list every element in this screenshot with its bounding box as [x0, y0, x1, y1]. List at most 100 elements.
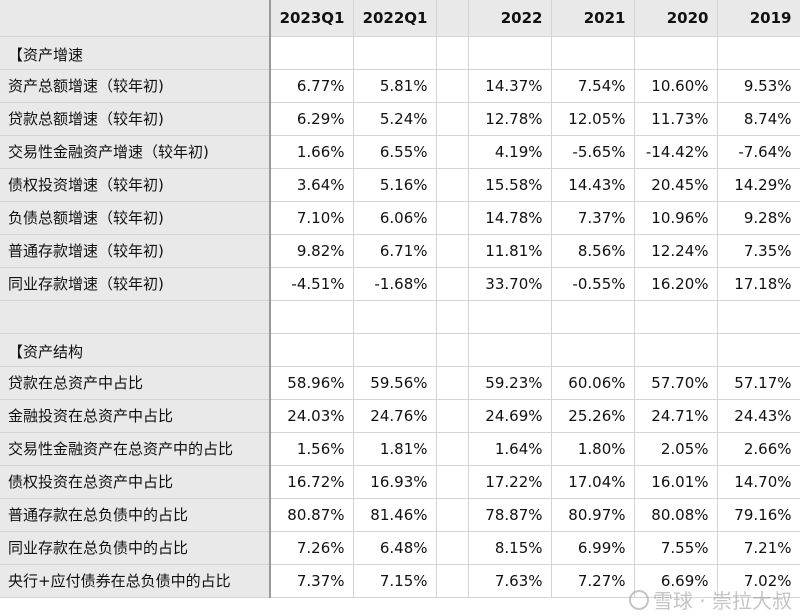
table-cell: 6.48%	[353, 531, 437, 565]
table-cell: 10.96%	[634, 201, 718, 235]
row-label: 同业存款增速（较年初)	[0, 267, 271, 301]
header-gap-cell	[436, 0, 469, 37]
table-cell: 15.58%	[468, 168, 552, 202]
table-cell	[353, 36, 437, 70]
column-header: 2022	[468, 0, 552, 37]
table-cell: 1.56%	[270, 432, 354, 466]
table-cell: 14.37%	[468, 69, 552, 103]
table-cell	[551, 36, 635, 70]
table-cell: -7.64%	[717, 135, 800, 169]
column-header: 2022Q1	[353, 0, 437, 37]
table-row: 交易性金融资产在总资产中的占比 1.56% 1.81% 1.64% 1.80% 2.05%…	[0, 432, 800, 466]
table-cell: 7.37%	[270, 564, 354, 598]
row-label: 贷款总额增速（较年初)	[0, 102, 271, 136]
table-cell: -1.68%	[353, 267, 437, 301]
table-cell: 16.01%	[634, 465, 718, 499]
table-cell	[436, 531, 469, 565]
table-row	[0, 300, 800, 334]
table-cell: 5.81%	[353, 69, 437, 103]
table-cell: 24.71%	[634, 399, 718, 433]
table-cell: 10.60%	[634, 69, 718, 103]
table-cell	[436, 201, 469, 235]
table-cell: 6.77%	[270, 69, 354, 103]
table-cell: 5.16%	[353, 168, 437, 202]
table-cell	[436, 366, 469, 400]
table-row: 债权投资增速（较年初) 3.64% 5.16% 15.58% 14.43% 20.45% 1…	[0, 168, 800, 202]
table-row: 金融投资在总资产中占比 24.03% 24.76% 24.69% 25.26% 24.71…	[0, 399, 800, 433]
table-cell: 6.71%	[353, 234, 437, 268]
table-row: 债权投资在总资产中占比 16.72% 16.93% 17.22% 17.04% 16.01…	[0, 465, 800, 499]
table-cell: 33.70%	[468, 267, 552, 301]
table-cell: 17.04%	[551, 465, 635, 499]
table-cell	[634, 300, 718, 334]
table-cell	[436, 102, 469, 136]
table-cell: 7.15%	[353, 564, 437, 598]
row-label: 交易性金融资产增速（较年初)	[0, 135, 271, 169]
table-cell: 4.19%	[468, 135, 552, 169]
table-cell	[436, 234, 469, 268]
table-cell	[551, 333, 635, 367]
table-cell	[436, 168, 469, 202]
table-cell: 8.15%	[468, 531, 552, 565]
table-cell	[436, 564, 469, 598]
table-cell: 17.18%	[717, 267, 800, 301]
table-cell	[353, 300, 437, 334]
table-cell: 16.93%	[353, 465, 437, 499]
table-cell: 59.23%	[468, 366, 552, 400]
table-cell	[551, 300, 635, 334]
table-cell: 7.63%	[468, 564, 552, 598]
table-cell	[634, 36, 718, 70]
table-cell: 16.20%	[634, 267, 718, 301]
table-cell	[468, 36, 552, 70]
header-row: 2023Q1 2022Q1 2022 2021 2020 2019	[0, 0, 800, 37]
table-cell: 1.64%	[468, 432, 552, 466]
table-row: 同业存款在总负债中的占比 7.26% 6.48% 8.15% 6.99% 7.55% 7.2…	[0, 531, 800, 565]
table-cell: 59.56%	[353, 366, 437, 400]
table-cell: 7.55%	[634, 531, 718, 565]
table-cell: 79.16%	[717, 498, 800, 532]
watermark: 雪球 · 崇拉大叔	[628, 585, 792, 614]
table-cell: 57.70%	[634, 366, 718, 400]
table-cell: 14.70%	[717, 465, 800, 499]
table-cell: 7.10%	[270, 201, 354, 235]
table-cell: 24.76%	[353, 399, 437, 433]
table-cell	[270, 36, 354, 70]
table-cell: 7.54%	[551, 69, 635, 103]
table-cell: 6.06%	[353, 201, 437, 235]
table-cell: 16.72%	[270, 465, 354, 499]
table-cell	[634, 333, 718, 367]
table-cell: 3.64%	[270, 168, 354, 202]
table-cell: 80.87%	[270, 498, 354, 532]
row-label: 资产总额增速（较年初)	[0, 69, 271, 103]
table-cell	[436, 36, 469, 70]
table-cell	[353, 333, 437, 367]
table-cell	[717, 300, 800, 334]
table-cell	[436, 465, 469, 499]
table-cell: -5.65%	[551, 135, 635, 169]
table-cell: 78.87%	[468, 498, 552, 532]
table-row: 负债总额增速（较年初) 7.10% 6.06% 14.78% 7.37% 10.96% 9.…	[0, 201, 800, 235]
table-cell: 8.74%	[717, 102, 800, 136]
table-cell: 1.81%	[353, 432, 437, 466]
table-cell: 58.96%	[270, 366, 354, 400]
table-cell	[270, 300, 354, 334]
table-cell: 2.66%	[717, 432, 800, 466]
table-cell	[436, 267, 469, 301]
table-cell	[436, 69, 469, 103]
table-cell	[436, 399, 469, 433]
table-cell: 7.35%	[717, 234, 800, 268]
table-cell: 57.17%	[717, 366, 800, 400]
table-cell: 1.80%	[551, 432, 635, 466]
table-cell: 6.55%	[353, 135, 437, 169]
table-cell: 8.56%	[551, 234, 635, 268]
table-cell	[468, 333, 552, 367]
table-cell	[436, 498, 469, 532]
table-cell: 24.03%	[270, 399, 354, 433]
table-cell: 7.26%	[270, 531, 354, 565]
table-cell: 7.27%	[551, 564, 635, 598]
table-cell: 9.28%	[717, 201, 800, 235]
table-cell: 11.81%	[468, 234, 552, 268]
row-label: 普通存款增速（较年初)	[0, 234, 271, 268]
table-cell	[436, 300, 469, 334]
table-row: 央行+应付债券在总负债中的占比 7.37% 7.15% 7.63% 7.27% 6.69%…	[0, 564, 800, 598]
